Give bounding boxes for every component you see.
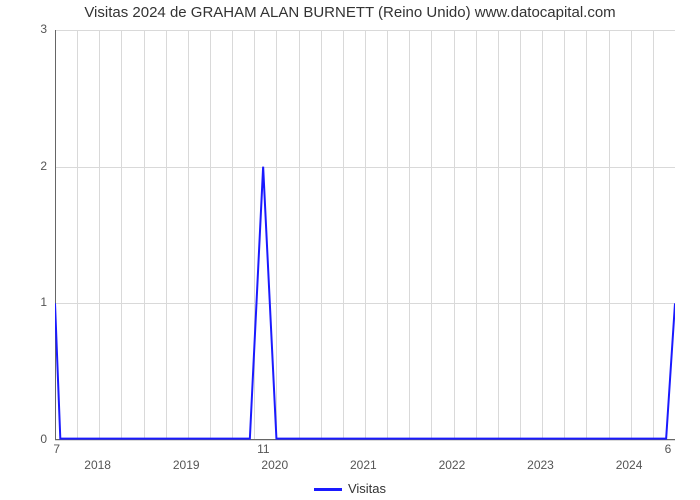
line-series — [55, 30, 675, 440]
data-point-label: 7 — [53, 442, 60, 456]
grid-line-horizontal — [55, 440, 675, 441]
x-tick-label: 2022 — [439, 458, 466, 472]
legend: Visitas — [0, 481, 700, 496]
y-tick-label: 1 — [40, 295, 47, 309]
y-tick-label: 3 — [40, 22, 47, 36]
plot-area — [55, 30, 675, 440]
x-tick-label: 2019 — [173, 458, 200, 472]
x-tick-label: 2024 — [616, 458, 643, 472]
chart-container: Visitas 2024 de GRAHAM ALAN BURNETT (Rei… — [0, 0, 700, 500]
data-point-label: 6 — [665, 442, 672, 456]
data-point-label: 11 — [257, 442, 269, 456]
x-tick-label: 2021 — [350, 458, 377, 472]
x-tick-label: 2018 — [84, 458, 111, 472]
chart-title: Visitas 2024 de GRAHAM ALAN BURNETT (Rei… — [0, 4, 700, 21]
legend-swatch — [314, 488, 342, 491]
x-tick-label: 2023 — [527, 458, 554, 472]
x-tick-label: 2020 — [261, 458, 288, 472]
y-tick-label: 2 — [40, 159, 47, 173]
legend-label: Visitas — [348, 481, 386, 496]
y-tick-label: 0 — [40, 432, 47, 446]
